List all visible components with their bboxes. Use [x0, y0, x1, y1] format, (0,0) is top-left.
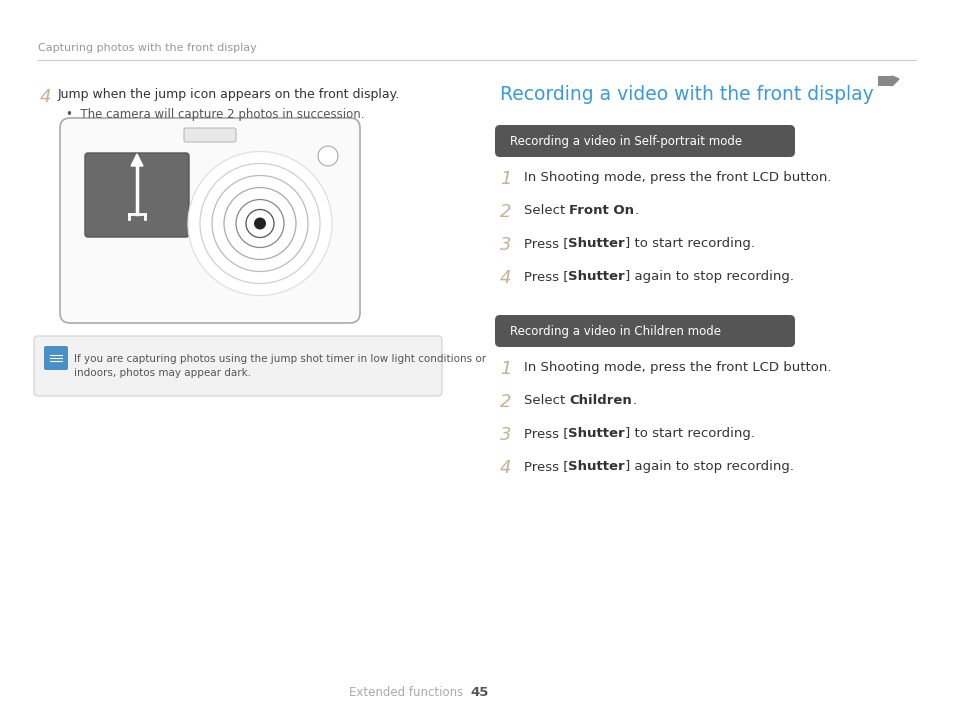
- Text: In Shooting mode, press the front LCD button.: In Shooting mode, press the front LCD bu…: [523, 171, 831, 184]
- FancyBboxPatch shape: [495, 315, 794, 347]
- Circle shape: [200, 163, 319, 284]
- Text: .: .: [632, 394, 636, 407]
- Text: Recording a video in Self-portrait mode: Recording a video in Self-portrait mode: [510, 135, 741, 148]
- Text: Front On: Front On: [569, 204, 634, 217]
- Text: Press [: Press [: [523, 427, 568, 440]
- Text: Press [: Press [: [523, 270, 568, 283]
- FancyBboxPatch shape: [184, 128, 235, 142]
- FancyBboxPatch shape: [34, 336, 441, 396]
- Circle shape: [188, 151, 332, 295]
- Text: If you are capturing photos using the jump shot timer in low light conditions or: If you are capturing photos using the ju…: [74, 354, 486, 364]
- Text: 2: 2: [499, 393, 511, 411]
- FancyBboxPatch shape: [85, 153, 189, 237]
- Text: 45: 45: [470, 685, 488, 698]
- Text: Recording a video with the front display: Recording a video with the front display: [499, 85, 873, 104]
- Text: Shutter: Shutter: [568, 460, 624, 473]
- FancyBboxPatch shape: [495, 125, 794, 157]
- Text: Capturing photos with the front display: Capturing photos with the front display: [38, 43, 256, 53]
- Text: 4: 4: [499, 459, 511, 477]
- Text: Press [: Press [: [523, 237, 568, 250]
- FancyBboxPatch shape: [44, 346, 68, 370]
- Text: Select: Select: [523, 204, 569, 217]
- Text: Extended functions: Extended functions: [349, 685, 462, 698]
- Circle shape: [246, 210, 274, 238]
- Circle shape: [212, 176, 308, 271]
- Text: Shutter: Shutter: [568, 270, 624, 283]
- Text: ] to start recording.: ] to start recording.: [624, 427, 755, 440]
- Text: indoors, photos may appear dark.: indoors, photos may appear dark.: [74, 368, 251, 378]
- Circle shape: [224, 187, 295, 259]
- Text: 3: 3: [499, 426, 511, 444]
- Text: •  The camera will capture 2 photos in succession.: • The camera will capture 2 photos in su…: [66, 108, 364, 121]
- Text: .: .: [634, 204, 638, 217]
- Polygon shape: [891, 76, 898, 86]
- Polygon shape: [131, 154, 143, 166]
- Text: ] again to stop recording.: ] again to stop recording.: [624, 460, 793, 473]
- Text: Press [: Press [: [523, 460, 568, 473]
- Text: Shutter: Shutter: [568, 237, 624, 250]
- Text: 4: 4: [499, 269, 511, 287]
- Text: Children: Children: [569, 394, 632, 407]
- Text: 3: 3: [499, 236, 511, 254]
- FancyBboxPatch shape: [877, 76, 891, 86]
- Circle shape: [253, 217, 266, 230]
- Circle shape: [235, 199, 284, 248]
- Text: 1: 1: [499, 170, 511, 188]
- Text: 1: 1: [499, 360, 511, 378]
- Text: Shutter: Shutter: [568, 427, 624, 440]
- Text: 4: 4: [40, 88, 51, 106]
- Text: In Shooting mode, press the front LCD button.: In Shooting mode, press the front LCD bu…: [523, 361, 831, 374]
- Circle shape: [317, 146, 337, 166]
- Text: 2: 2: [499, 203, 511, 221]
- Text: Jump when the jump icon appears on the front display.: Jump when the jump icon appears on the f…: [58, 88, 400, 101]
- Text: Select: Select: [523, 394, 569, 407]
- Text: Recording a video in Children mode: Recording a video in Children mode: [510, 325, 720, 338]
- Text: ] again to stop recording.: ] again to stop recording.: [624, 270, 793, 283]
- FancyBboxPatch shape: [60, 118, 359, 323]
- Text: ] to start recording.: ] to start recording.: [624, 237, 755, 250]
